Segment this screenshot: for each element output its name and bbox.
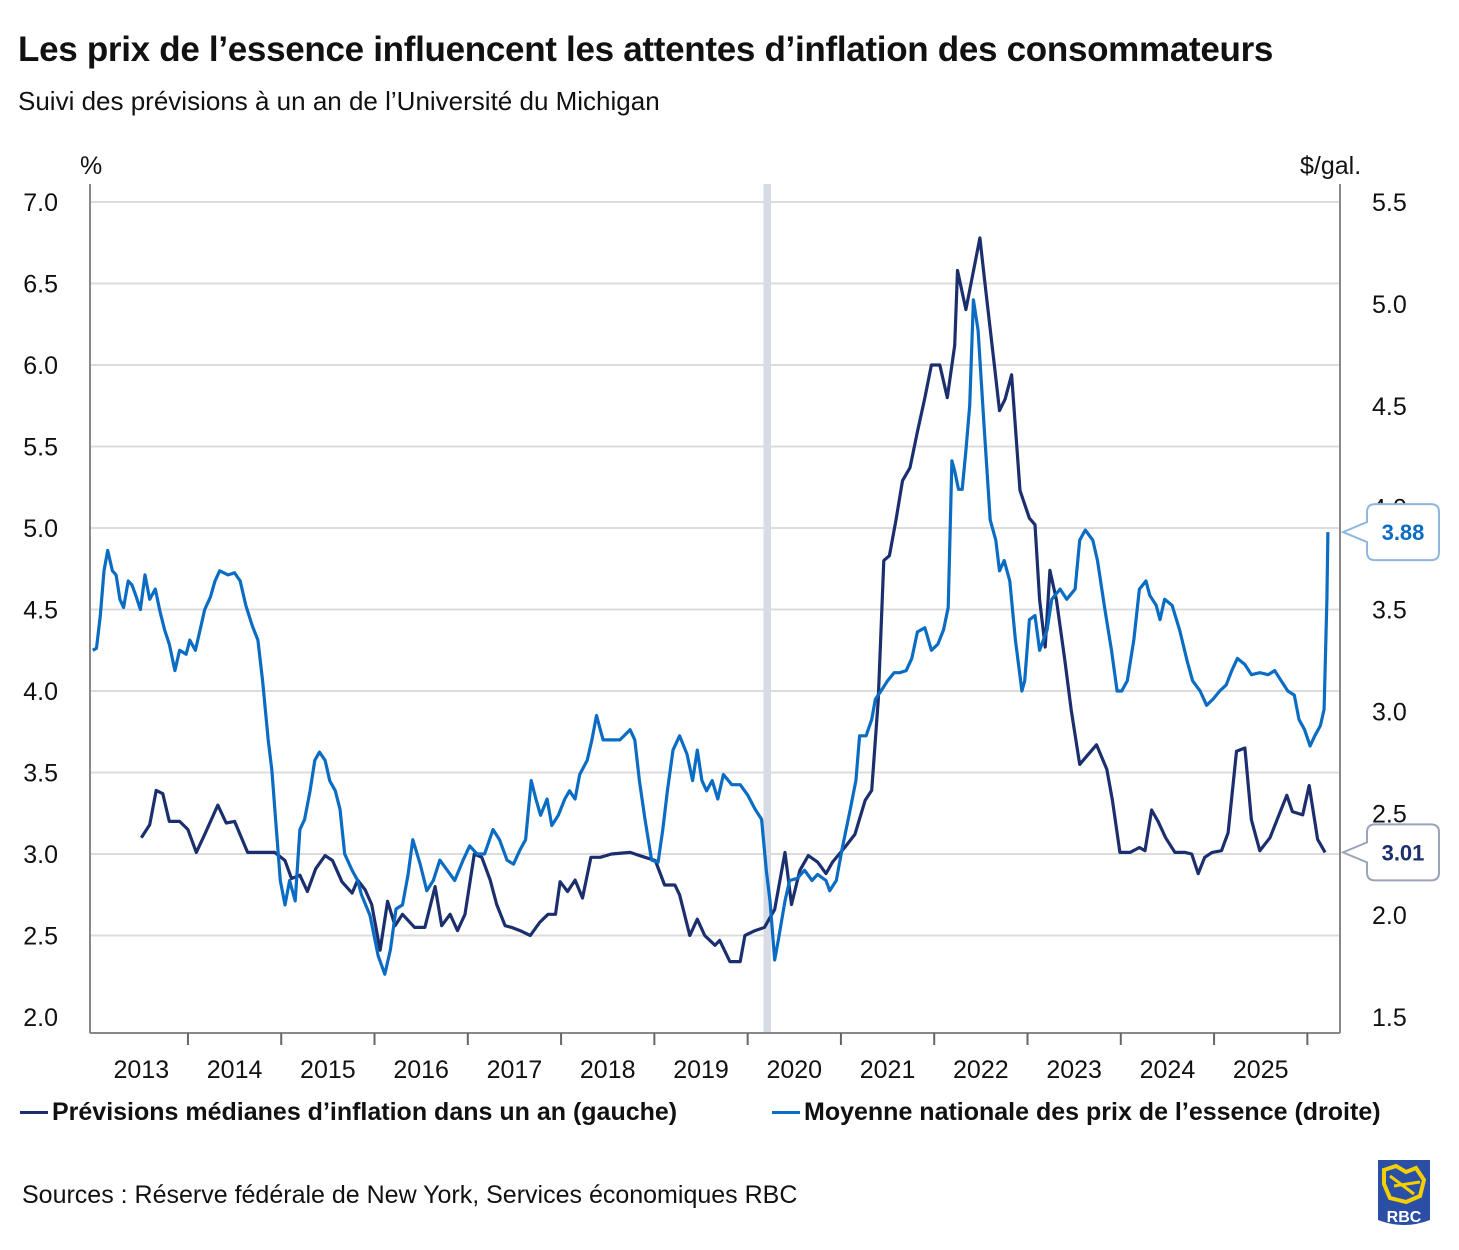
y-right-axis-label: $/gal. <box>1300 152 1361 180</box>
y-left-tick-label: 5.0 <box>23 515 58 543</box>
y-left-tick-label: 5.5 <box>23 434 58 462</box>
legend-label-gas: Moyenne nationale des prix de l’essence … <box>804 1098 1381 1126</box>
x-tick-label: 2022 <box>953 1056 1009 1084</box>
legend-item-gas: Moyenne nationale des prix de l’essence … <box>772 1098 1381 1127</box>
y-left-tick-label: 2.0 <box>23 1004 58 1032</box>
y-right-tick-label: 1.5 <box>1372 1004 1407 1032</box>
x-tick-label: 2025 <box>1233 1056 1289 1084</box>
y-left-axis-label: % <box>80 152 102 180</box>
x-tick-label: 2015 <box>300 1056 356 1084</box>
x-tick-label: 2014 <box>207 1056 263 1084</box>
callout-label: 3.88 <box>1382 520 1425 545</box>
x-tick-label: 2017 <box>487 1056 543 1084</box>
legend-item-inflation: Prévisions médianes d’inflation dans un … <box>20 1098 677 1127</box>
legend-swatch-inflation <box>20 1111 48 1114</box>
callout-gas: 3.88 <box>1340 503 1440 562</box>
y-left-tick-label: 4.0 <box>23 678 58 706</box>
callout-inflation: 3.01 <box>1340 823 1440 882</box>
svg-text:RBC: RBC <box>1387 1209 1422 1226</box>
x-tick-label: 2020 <box>766 1056 822 1084</box>
y-left-tick-label: 2.5 <box>23 923 58 951</box>
y-left-tick-label: 3.0 <box>23 841 58 869</box>
chart-title: Les prix de l’essence influencent les at… <box>18 30 1274 69</box>
legend-swatch-gas <box>772 1111 800 1114</box>
chart-subtitle: Suivi des prévisions à un an de l’Univer… <box>18 86 660 116</box>
x-tick-label: 2019 <box>673 1056 729 1084</box>
y-left-tick-label: 3.5 <box>23 760 58 788</box>
x-tick-label: 2023 <box>1046 1056 1102 1084</box>
y-right-tick-label: 2.0 <box>1372 902 1407 930</box>
y-right-tick-label: 5.0 <box>1372 291 1407 319</box>
y-left-tick-label: 4.5 <box>23 597 58 625</box>
y-right-tick-label: 4.5 <box>1372 393 1407 421</box>
y-left-tick-label: 6.5 <box>23 271 58 299</box>
x-tick-label: 2024 <box>1140 1056 1196 1084</box>
y-right-tick-label: 5.5 <box>1372 189 1407 217</box>
x-tick-label: 2018 <box>580 1056 636 1084</box>
x-tick-label: 2013 <box>113 1056 169 1084</box>
y-right-tick-label: 3.5 <box>1372 597 1407 625</box>
y-right-tick-label: 3.0 <box>1372 698 1407 726</box>
callout-label: 3.01 <box>1382 840 1425 865</box>
callout-box <box>1340 503 1440 562</box>
x-tick-label: 2016 <box>393 1056 449 1084</box>
y-left-tick-label: 7.0 <box>23 189 58 217</box>
y-left-tick-label: 6.0 <box>23 352 58 380</box>
x-tick-label: 2021 <box>860 1056 916 1084</box>
legend-label-inflation: Prévisions médianes d’inflation dans un … <box>52 1098 678 1126</box>
rbc-logo: RBC <box>1378 1160 1430 1226</box>
callout-box <box>1340 823 1440 882</box>
series-line-gas <box>92 298 1330 976</box>
source-note: Sources : Réserve fédérale de New York, … <box>22 1181 798 1209</box>
